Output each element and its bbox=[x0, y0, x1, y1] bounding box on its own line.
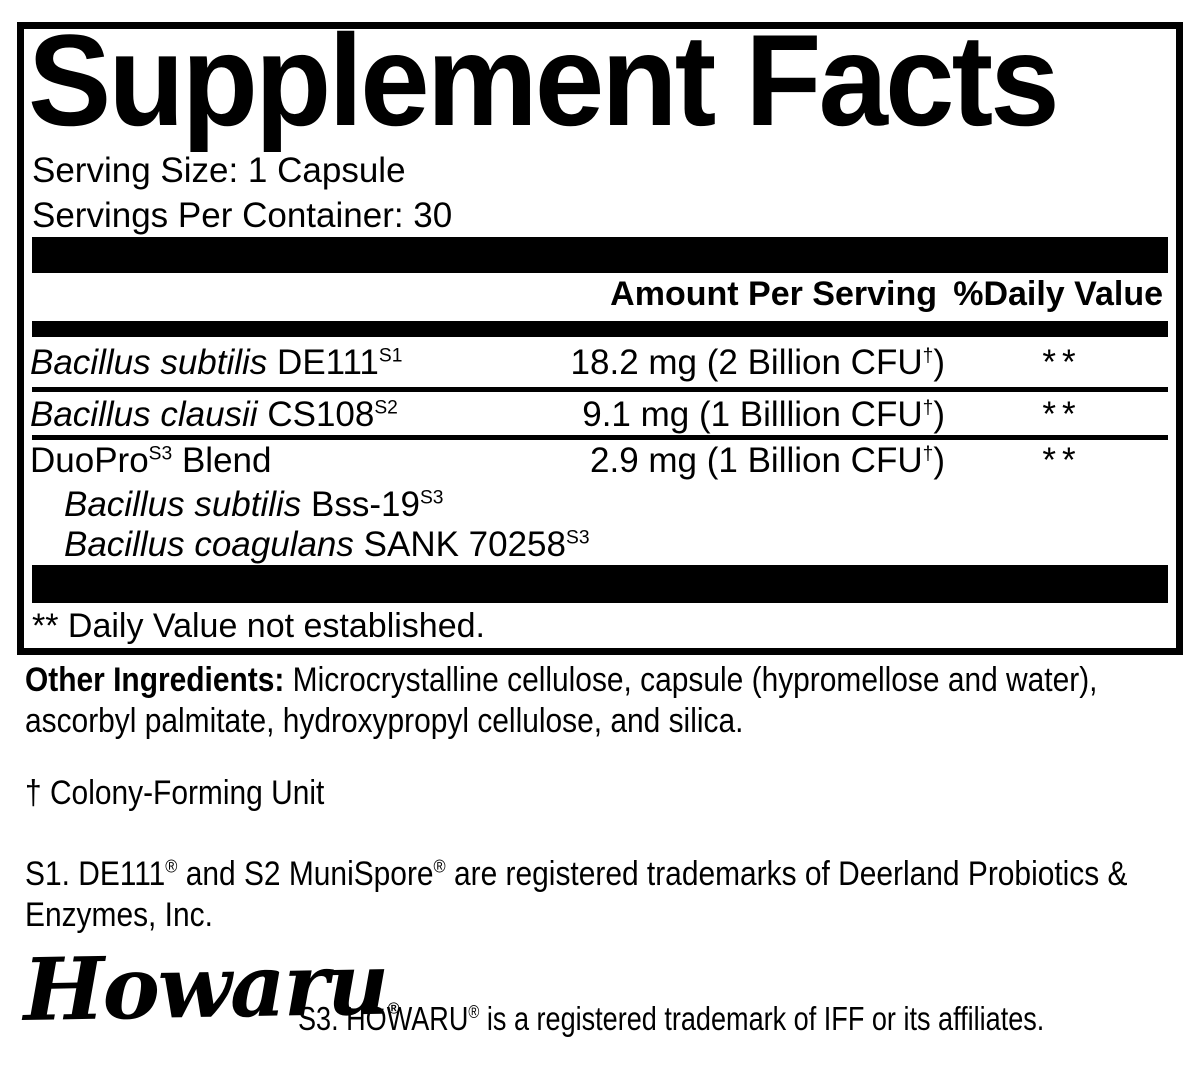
ingredient-species: Bacillus clausii bbox=[30, 395, 258, 434]
s3-trademark-footnote: S3. HOWARU® is a registered trademark of… bbox=[298, 1000, 1044, 1038]
ingredient-strain-superscript: S3 bbox=[148, 443, 173, 465]
ingredient-daily-value: ** bbox=[1042, 343, 1082, 382]
thin-divider bbox=[32, 387, 1168, 392]
supplement-facts-panel: Supplement Facts Serving Size: 1 Capsule… bbox=[17, 15, 1183, 655]
ingredient-species: Bacillus subtilis bbox=[64, 485, 302, 524]
registered-trademark-icon: ® bbox=[433, 855, 446, 877]
ingredient-amount: 9.1 mg (1 Billlion CFU†) bbox=[582, 395, 945, 435]
cfu-footnote: † Colony-Forming Unit bbox=[25, 774, 325, 812]
ingredient-amount: 2.9 mg (1 Billion CFU†) bbox=[590, 441, 945, 481]
amount-text: 9.1 mg (1 Billlion CFU bbox=[582, 395, 923, 434]
s1-text: and S2 MuniSpore bbox=[177, 855, 434, 893]
column-header-daily-value: %Daily Value bbox=[953, 275, 1163, 313]
amount-close: ) bbox=[933, 343, 945, 382]
other-ingredients-label: Other Ingredients: bbox=[25, 661, 285, 699]
ingredient-species: Bacillus subtilis bbox=[30, 343, 268, 382]
s3-text: is a registered trademark of IFF or its … bbox=[479, 1000, 1045, 1037]
ingredient-strain-superscript: S1 bbox=[378, 345, 403, 367]
other-ingredients-text: Microcrystalline cellulose, capsule (hyp… bbox=[25, 661, 1098, 741]
medium-divider bbox=[32, 321, 1168, 337]
ingredient-amount: 18.2 mg (2 Billion CFU†) bbox=[571, 343, 945, 383]
s1-text: S1. DE111 bbox=[25, 855, 166, 893]
blend-sub-ingredient: Bacillus coagulans SANK 70258S3 bbox=[64, 525, 590, 565]
ingredient-row: Bacillus subtilis DE111S1 18.2 mg (2 Bil… bbox=[24, 343, 1176, 389]
amount-text: 18.2 mg (2 Billion CFU bbox=[570, 343, 923, 382]
amount-text: 2.9 mg (1 Billion CFU bbox=[590, 441, 923, 480]
column-header-amount: Amount Per Serving bbox=[610, 275, 937, 313]
ingredient-strain: SANK 70258 bbox=[353, 525, 566, 564]
thick-divider-bottom bbox=[32, 565, 1168, 603]
amount-close: ) bbox=[933, 441, 945, 480]
ingredient-name: DuoProS3 Blend bbox=[30, 441, 271, 481]
panel-title: Supplement Facts bbox=[28, 7, 1060, 153]
dagger-superscript: † bbox=[922, 443, 934, 465]
blend-sub-ingredient: Bacillus subtilis Bss-19S3 bbox=[64, 485, 444, 525]
ingredient-strain: Bss-19 bbox=[301, 485, 420, 524]
registered-trademark-icon: ® bbox=[165, 855, 178, 877]
other-ingredients: Other Ingredients: Microcrystalline cell… bbox=[25, 660, 1160, 743]
s1-text: are registered trademarks of Deerland Pr… bbox=[25, 855, 1128, 935]
registered-trademark-icon: ® bbox=[468, 1002, 480, 1022]
s3-text: S3. HOWARU bbox=[298, 1000, 469, 1037]
ingredient-name-suffix: Blend bbox=[172, 441, 272, 480]
thin-divider bbox=[32, 435, 1168, 440]
servings-per-container: Servings Per Container: 30 bbox=[32, 196, 453, 235]
ingredient-daily-value: ** bbox=[1042, 395, 1082, 434]
ingredient-name: Bacillus clausii CS108S2 bbox=[30, 395, 398, 435]
dagger-superscript: † bbox=[922, 345, 934, 367]
ingredient-daily-value: ** bbox=[1042, 441, 1082, 480]
ingredient-strain-superscript: S2 bbox=[374, 397, 398, 419]
ingredient-strain-superscript: S3 bbox=[419, 487, 444, 509]
ingredient-row: DuoProS3 Blend 2.9 mg (1 Billion CFU†) *… bbox=[24, 441, 1176, 487]
ingredient-strain: DuoPro bbox=[30, 441, 149, 480]
ingredient-name: Bacillus subtilis DE111S1 bbox=[30, 343, 402, 383]
ingredient-strain-superscript: S3 bbox=[566, 527, 590, 549]
ingredient-strain: DE111 bbox=[267, 343, 379, 382]
daily-value-footnote: ** Daily Value not established. bbox=[32, 607, 485, 645]
ingredient-strain: CS108 bbox=[257, 395, 375, 434]
ingredient-species: Bacillus coagulans bbox=[64, 525, 354, 564]
thick-divider-top bbox=[32, 237, 1168, 273]
s1-trademark-footnote: S1. DE111® and S2 MuniSpore® are registe… bbox=[25, 854, 1138, 937]
ingredient-row: Bacillus clausii CS108S2 9.1 mg (1 Billl… bbox=[24, 395, 1176, 441]
amount-close: ) bbox=[933, 395, 945, 434]
serving-size: Serving Size: 1 Capsule bbox=[32, 151, 406, 190]
dagger-superscript: † bbox=[922, 397, 934, 419]
